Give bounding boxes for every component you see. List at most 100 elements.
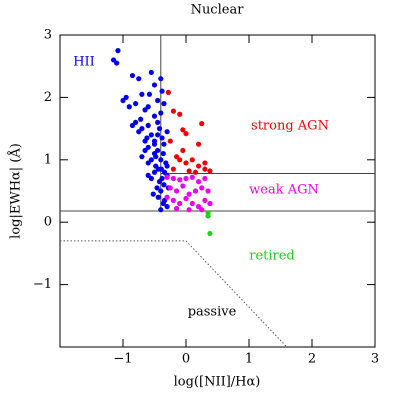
point	[120, 97, 126, 104]
point	[186, 191, 192, 197]
point	[156, 126, 163, 132]
x-axis-label: log([NII]/Hα)	[174, 375, 261, 390]
point	[196, 179, 202, 185]
reference-line	[60, 240, 288, 348]
point	[161, 101, 167, 107]
point	[199, 185, 205, 191]
point	[136, 129, 142, 135]
point	[138, 116, 144, 122]
point	[153, 154, 159, 160]
point	[173, 205, 180, 212]
series-label: strong AGN	[251, 119, 329, 134]
point	[202, 197, 208, 203]
point	[170, 108, 176, 114]
annotation: passive	[188, 305, 237, 320]
point	[186, 168, 192, 174]
point	[155, 147, 161, 154]
point	[129, 122, 136, 129]
point	[159, 88, 165, 94]
point	[189, 157, 195, 163]
point	[173, 188, 180, 194]
point	[151, 141, 158, 147]
point	[144, 135, 150, 141]
point	[164, 163, 170, 169]
point	[158, 207, 164, 213]
point	[115, 48, 121, 54]
point	[180, 127, 186, 133]
point	[177, 200, 183, 207]
point	[177, 111, 183, 117]
point	[155, 132, 161, 138]
y-tick-label: 1	[44, 152, 52, 167]
point	[151, 82, 158, 88]
point	[192, 169, 199, 175]
point	[114, 60, 120, 66]
point	[151, 113, 158, 119]
point	[158, 157, 164, 163]
point	[183, 160, 189, 166]
point	[180, 183, 186, 189]
point	[164, 194, 170, 200]
point	[202, 160, 208, 166]
point	[177, 157, 183, 163]
point	[164, 174, 170, 180]
point	[145, 160, 151, 166]
point	[165, 89, 171, 96]
point	[145, 104, 151, 110]
point	[196, 163, 202, 169]
point	[145, 122, 151, 129]
point	[133, 101, 139, 107]
x-tick-label: 0	[182, 352, 190, 367]
point	[126, 104, 132, 110]
point	[160, 150, 166, 157]
point	[207, 168, 213, 174]
point	[155, 119, 161, 125]
point	[183, 130, 189, 137]
point	[148, 132, 154, 138]
series-label: weak AGN	[249, 183, 319, 198]
point	[164, 204, 170, 210]
y-tick-label: 3	[44, 28, 52, 43]
point	[180, 147, 186, 154]
y-axis-label: log|EWHα| (Å)	[8, 143, 24, 239]
series-label: HII	[73, 55, 95, 70]
point	[207, 230, 213, 237]
point	[158, 76, 164, 82]
chart-title: Nuclear	[191, 3, 245, 18]
point	[189, 174, 195, 180]
point	[136, 76, 142, 82]
y-tick-label: 2	[44, 90, 52, 105]
point	[199, 121, 205, 127]
point	[164, 129, 170, 135]
point	[158, 110, 164, 116]
point	[159, 175, 165, 182]
point	[170, 175, 176, 182]
point	[158, 188, 164, 194]
x-tick-label: −1	[113, 352, 132, 367]
point	[202, 175, 208, 182]
point	[192, 188, 199, 194]
point	[154, 185, 160, 191]
point	[186, 207, 192, 213]
point	[199, 207, 205, 213]
point	[205, 213, 211, 219]
plot-frame	[59, 34, 376, 348]
point	[207, 200, 213, 207]
point	[155, 97, 161, 104]
point	[155, 194, 161, 200]
point	[161, 182, 167, 188]
point	[183, 175, 189, 182]
point	[139, 154, 145, 160]
y-tick-label: 0	[44, 215, 52, 230]
point	[205, 188, 211, 194]
point	[177, 177, 183, 183]
point	[150, 191, 156, 197]
point	[161, 141, 167, 147]
x-tick-label: 1	[245, 352, 253, 367]
point	[167, 185, 173, 191]
point	[129, 72, 136, 79]
point	[183, 195, 189, 202]
point	[151, 169, 158, 175]
series-label: retired	[249, 249, 295, 264]
